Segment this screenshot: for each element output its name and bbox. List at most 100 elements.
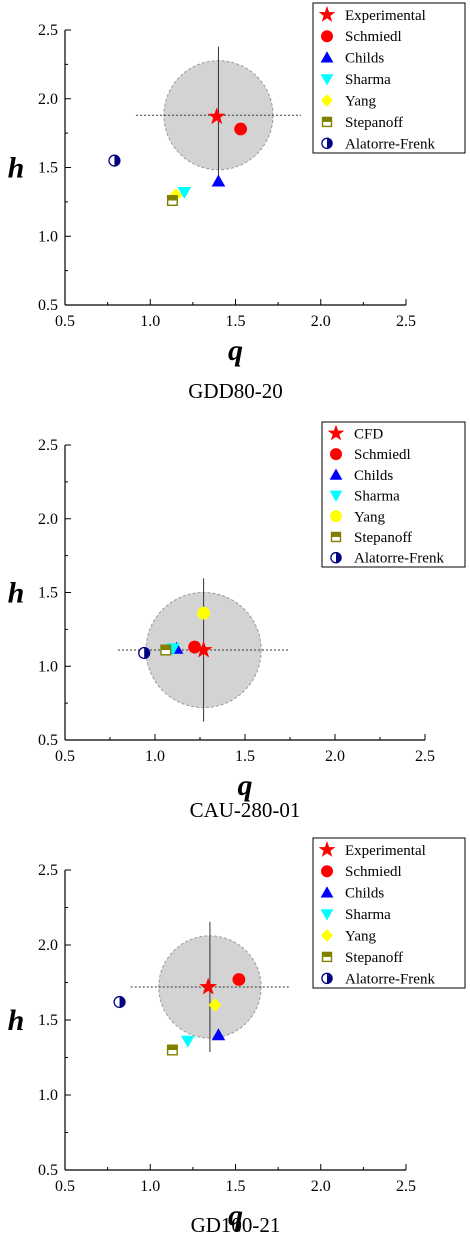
x-tick-label: 2.5	[415, 748, 435, 765]
y-tick-label: 2.0	[38, 511, 58, 528]
x-tick-label: 0.5	[55, 748, 75, 765]
legend-label: Stepanoff	[345, 115, 403, 131]
data-point-experimental	[199, 977, 218, 995]
x-tick-label: 1.0	[145, 748, 165, 765]
y-axis-label: h	[8, 577, 25, 610]
legend-marker	[330, 510, 342, 523]
legend-marker	[321, 929, 333, 942]
y-axis-label: h	[8, 152, 25, 185]
x-tick-label: 1.0	[140, 1178, 160, 1195]
legend-label: Sharma	[354, 489, 400, 505]
x-tick-label: 2.5	[396, 1178, 416, 1195]
legend-marker	[330, 448, 342, 461]
x-tick-label: 1.5	[226, 313, 246, 330]
y-tick-label: 0.5	[38, 1162, 58, 1179]
y-tick-label: 2.0	[38, 937, 58, 954]
y-tick-label: 2.5	[38, 862, 58, 879]
legend-marker	[320, 51, 334, 63]
x-tick-label: 1.5	[235, 748, 255, 765]
x-tick-label: 0.5	[55, 1178, 75, 1195]
x-axis-label: q	[228, 1199, 243, 1232]
legend-marker	[321, 116, 333, 128]
x-tick-label: 2.0	[325, 748, 345, 765]
y-tick-label: 0.5	[38, 732, 58, 749]
legend-label: Stepanoff	[354, 530, 412, 546]
legend-marker	[327, 424, 345, 441]
data-point-stepanoff	[160, 644, 172, 656]
y-axis-label: h	[8, 1004, 25, 1037]
data-point-alatorre-frenk	[138, 646, 151, 660]
legend-label: Schmiedl	[354, 447, 411, 463]
legend-label: Childs	[345, 886, 384, 902]
legend-label: CFD	[354, 426, 383, 442]
data-point-schmiedl	[232, 973, 246, 986]
legend-label: Yang	[345, 929, 376, 945]
legend-marker	[330, 531, 342, 543]
legend: CFD Schmiedl Childs Sharma Yang Stepanoff Alat…	[321, 421, 466, 568]
data-point-childs	[211, 174, 226, 187]
legend-box	[312, 2, 466, 154]
figure-caption: GDD80-20	[188, 379, 283, 403]
x-tick-label: 2.5	[396, 313, 416, 330]
x-tick-label: 2.0	[311, 313, 331, 330]
legend-label: Yang	[354, 509, 385, 525]
legend-label: Experimental	[345, 843, 426, 859]
y-tick-label: 2.5	[38, 437, 58, 454]
data-point-alatorre-frenk	[113, 995, 126, 1009]
y-tick-label: 2.0	[38, 91, 58, 108]
x-axis-label: q	[238, 769, 253, 802]
legend-label: Alatorre-Frenk	[354, 551, 444, 567]
y-tick-label: 1.5	[38, 160, 58, 177]
y-tick-label: 1.5	[38, 585, 58, 602]
data-point-sharma	[177, 187, 192, 200]
chart-panel-3: 0.5 1.0 1.5 2.0 2.5 0.5 1.0 1.5 2.0 2.5 q h Experime…	[8, 837, 466, 1237]
legend-label: Alatorre-Frenk	[345, 136, 435, 152]
y-tick-label: 2.5	[38, 22, 58, 39]
x-tick-label: 2.0	[311, 1178, 331, 1195]
legend-marker	[330, 551, 342, 564]
legend-label: Sharma	[345, 907, 391, 923]
legend-box	[312, 837, 466, 989]
legend-marker	[321, 865, 333, 878]
legend-label: Childs	[354, 468, 393, 484]
data-point-stepanoff	[166, 194, 178, 206]
legend-marker	[320, 886, 334, 898]
data-point-stepanoff	[166, 1044, 178, 1056]
data-point-sharma	[180, 1035, 195, 1048]
x-axis-label: q	[228, 334, 243, 367]
legend: Experimental Schmiedl Childs Sharma Yang Step…	[312, 2, 466, 154]
data-point-yang	[208, 998, 222, 1012]
y-tick-label: 1.5	[38, 1012, 58, 1029]
legend-marker	[329, 468, 343, 480]
x-tick-label: 0.5	[55, 313, 75, 330]
legend-marker	[321, 137, 333, 150]
legend-marker	[320, 909, 334, 921]
data-point-schmiedl	[188, 640, 202, 654]
data-point-experimental	[207, 107, 226, 125]
legend-label: Yang	[345, 94, 376, 110]
legend-marker	[320, 74, 334, 86]
x-tick-label: 1.0	[140, 313, 160, 330]
chart-panel-1: 0.5 1.0 1.5 2.0 2.5 0.5 1.0 1.5 2.0 2.5 q h Experime…	[8, 2, 466, 403]
legend-label: Stepanoff	[345, 950, 403, 966]
legend-marker	[318, 5, 336, 22]
chart-panel-2: 0.5 1.0 1.5 2.0 2.5 0.5 1.0 1.5 2.0 2.5 q h CFD Schmi…	[8, 421, 466, 822]
data-point-schmiedl	[234, 122, 248, 136]
x-tick-label: 1.5	[226, 1178, 246, 1195]
legend-box	[321, 421, 466, 568]
data-point-childs	[211, 1028, 226, 1041]
legend: Experimental Schmiedl Childs Sharma Yang Step…	[312, 837, 466, 989]
y-tick-label: 1.0	[38, 228, 58, 245]
legend-label: Experimental	[345, 8, 426, 24]
legend-label: Schmiedl	[345, 29, 402, 45]
legend-marker	[321, 972, 333, 985]
legend-label: Sharma	[345, 72, 391, 88]
legend-marker	[321, 94, 333, 107]
y-tick-label: 1.0	[38, 1087, 58, 1104]
legend-label: Alatorre-Frenk	[345, 971, 435, 987]
figure-caption: GD100-21	[191, 1213, 281, 1237]
data-point-alatorre-frenk	[108, 154, 121, 167]
legend-label: Schmiedl	[345, 864, 402, 880]
figure-caption: CAU-280-01	[190, 798, 301, 822]
